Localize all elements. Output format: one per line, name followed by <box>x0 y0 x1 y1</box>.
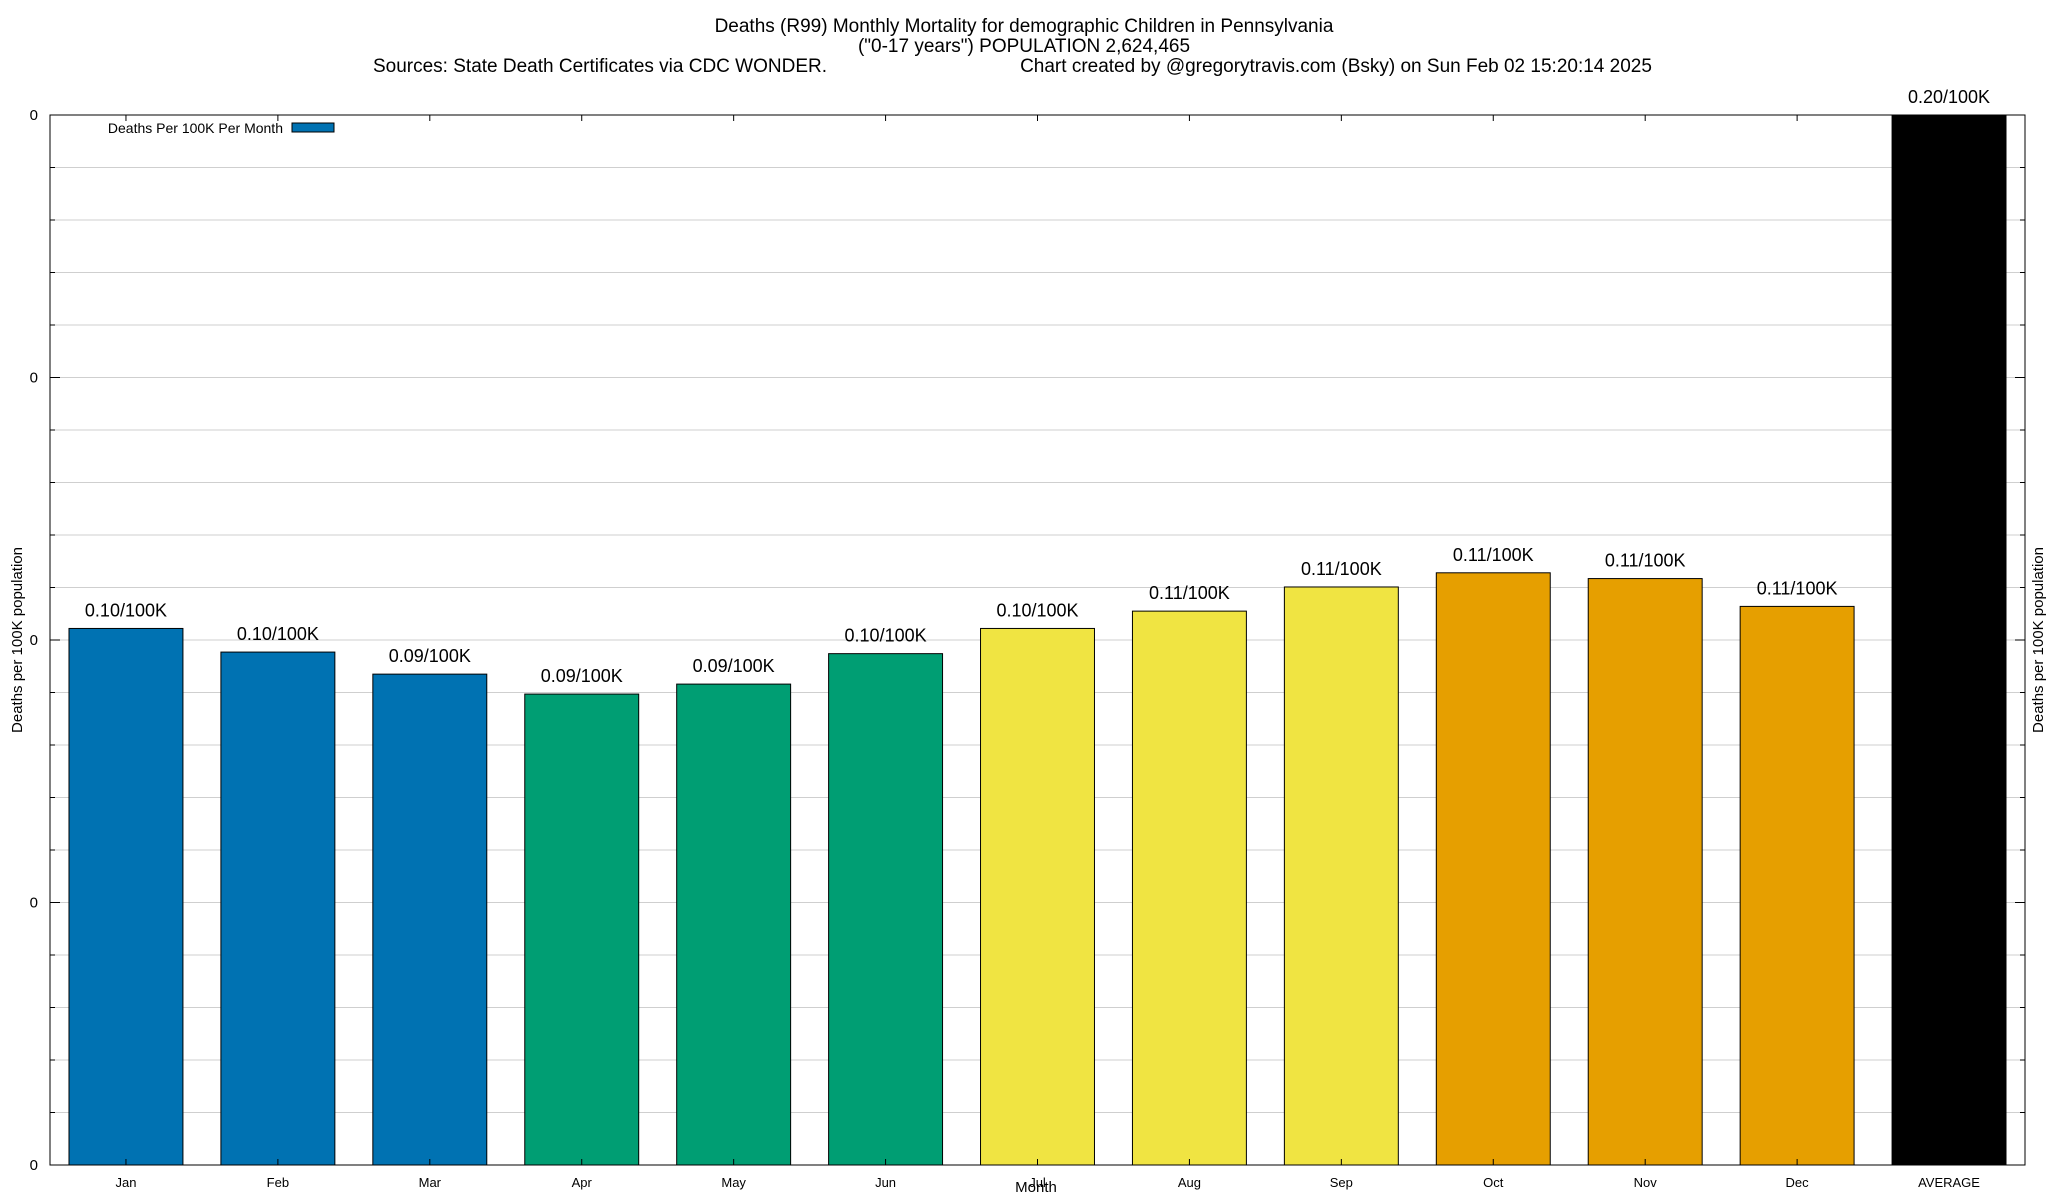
data-label: 0.09/100K <box>389 646 471 666</box>
bar-jul <box>980 627 1095 1166</box>
bar-dec <box>1739 605 1855 1166</box>
bar-oct <box>1435 572 1551 1166</box>
y-tick-label: 0 <box>30 370 38 387</box>
data-label: 0.11/100K <box>1605 551 1686 571</box>
bar-apr <box>524 693 640 1166</box>
bar-jun <box>828 653 944 1166</box>
chart-source: Sources: State Death Certificates via CD… <box>373 56 827 77</box>
y-tick-label: 0 <box>30 632 38 649</box>
y-tick-label: 0 <box>30 895 38 912</box>
data-label: 0.11/100K <box>1453 545 1534 565</box>
data-label: 0.09/100K <box>693 656 775 676</box>
bar-average <box>1891 114 2007 1166</box>
data-label: 0.10/100K <box>85 600 167 620</box>
data-labels: 0.10/100K 0.10/100K 0.09/100K 0.09/100K 0.09… <box>85 87 1990 686</box>
data-label: 0.09/100K <box>541 666 623 686</box>
data-label: 0.11/100K <box>1301 559 1382 579</box>
bars <box>68 114 2007 1166</box>
ticks: 0 0 0 0 0 Jan Feb Mar Apr May Jun Jul Aug Sep Oct Nov De… <box>30 107 2025 1190</box>
bar-mar <box>372 673 488 1166</box>
data-label: 0.10/100K <box>237 624 319 644</box>
x-tick-label: Jul <box>1029 1175 1046 1190</box>
bar-nov <box>1587 578 1703 1166</box>
data-label: 0.10/100K <box>996 600 1078 620</box>
y-axis-label: Deaths per 100K population <box>9 547 26 733</box>
legend-label: Deaths Per 100K Per Month <box>108 120 283 136</box>
x-tick-label: Aug <box>1178 1175 1201 1190</box>
y-tick-label: 0 <box>30 1157 38 1174</box>
x-tick-label: Feb <box>267 1175 289 1190</box>
legend: Deaths Per 100K Per Month <box>108 120 335 136</box>
chart-title: Deaths (R99) Monthly Mortality for demog… <box>715 16 1334 37</box>
bar-aug <box>1131 610 1247 1166</box>
data-label: 0.20/100K <box>1908 87 1990 107</box>
x-tick-label: Mar <box>419 1175 442 1190</box>
plot-frame <box>49 114 2026 1166</box>
x-tick-label: Dec <box>1786 1175 1810 1190</box>
x-tick-label: Apr <box>572 1175 593 1190</box>
x-tick-label: Sep <box>1330 1175 1353 1190</box>
chart-subtitle: ("0-17 years") POPULATION 2,624,465 <box>858 36 1190 57</box>
bar-sep <box>1283 586 1399 1166</box>
x-tick-label: Oct <box>1483 1175 1504 1190</box>
x-tick-label: AVERAGE <box>1918 1175 1980 1190</box>
data-label: 0.11/100K <box>1757 578 1838 598</box>
legend-swatch <box>291 122 335 133</box>
x-tick-label: Jan <box>115 1175 136 1190</box>
data-label: 0.11/100K <box>1149 583 1230 603</box>
chart-credit: Chart created by @gregorytravis.com (Bsk… <box>1020 56 1652 77</box>
data-label: 0.10/100K <box>845 626 927 646</box>
x-tick-label: Jun <box>875 1175 896 1190</box>
x-tick-label: May <box>721 1175 746 1190</box>
bar-jan <box>68 627 184 1166</box>
y-tick-label: 0 <box>30 107 38 124</box>
x-tick-label: Nov <box>1634 1175 1658 1190</box>
bar-may <box>676 683 792 1166</box>
bar-feb <box>220 651 336 1166</box>
y-axis-label-right: Deaths per 100K population <box>2030 547 2047 733</box>
x-axis-label: Month <box>1015 1179 1057 1196</box>
